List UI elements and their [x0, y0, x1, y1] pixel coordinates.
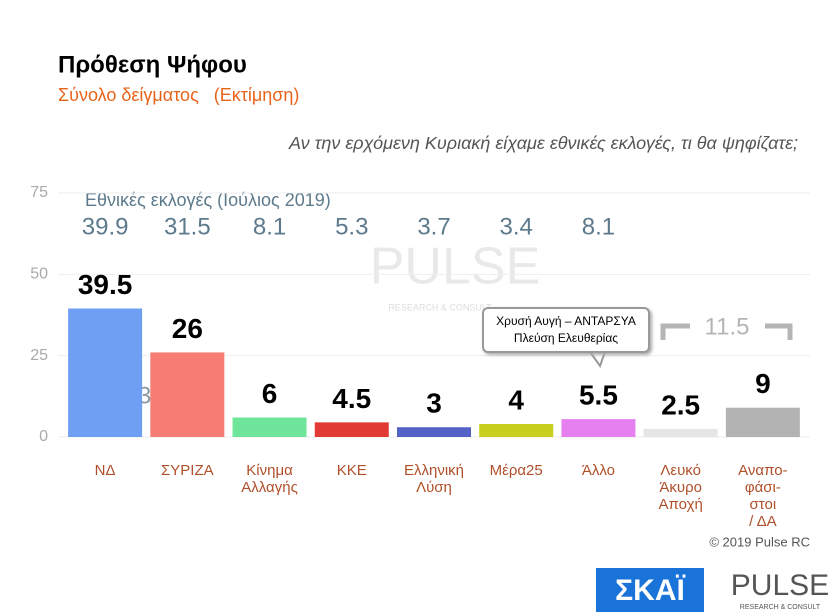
x-tick-label: Αναπο- φάσι- στοι / ΔΑ — [738, 462, 788, 530]
bracket — [660, 323, 793, 340]
skai-logo: ΣΚΑΪ — [615, 574, 685, 607]
bar — [479, 423, 554, 437]
x-tick-label: ΣΥΡΙΖΑ — [161, 462, 214, 479]
y-tick-label: 25 — [30, 347, 48, 364]
bar — [68, 308, 143, 437]
watermark: PULSE — [370, 238, 541, 296]
bar — [232, 417, 307, 437]
bar — [397, 427, 471, 437]
value-label: 4 — [508, 384, 524, 415]
pulse-logo-sub: RESEARCH & CONSULT — [740, 604, 821, 611]
value-label: 39.5 — [78, 269, 133, 300]
election-label: 39.9 — [82, 213, 129, 240]
election-label: 8.1 — [582, 213, 615, 240]
subtitle: Σύνολο δείγματος (Εκτίμηση) — [58, 85, 299, 105]
election-label: 5.3 — [335, 213, 368, 240]
election-label: 3.7 — [417, 213, 450, 240]
bar — [150, 352, 225, 437]
value-label: 3 — [426, 388, 442, 419]
pulse-logo: PULSE — [731, 569, 828, 602]
x-tick-label: ΚΚΕ — [336, 462, 367, 479]
x-tick-label: Ελληνική Λύση — [403, 462, 465, 496]
x-tick-label: Λευκό Άκυρο Αποχή — [658, 462, 703, 513]
copyright: © 2019 Pulse RC — [709, 534, 810, 549]
gap-annotation: 11.5 — [705, 313, 750, 340]
x-tick-label: Άλλο — [581, 462, 615, 479]
y-tick-label: 75 — [30, 184, 48, 201]
bar — [643, 428, 718, 437]
chart-title: Πρόθεση Ψήφου — [58, 51, 247, 78]
x-tick-label: ΝΔ — [94, 462, 116, 479]
election-label: 3.4 — [500, 213, 533, 240]
value-label: 26 — [172, 313, 203, 344]
skai-logo-bg — [596, 568, 704, 612]
value-label: 5.5 — [579, 379, 618, 410]
legend-label: Εθνικές εκλογές (Ιούλιος 2019) — [85, 190, 331, 210]
bar — [314, 422, 389, 437]
bar — [561, 419, 636, 437]
callout-pointer — [587, 348, 607, 369]
value-label: 2.5 — [661, 389, 700, 420]
x-tick-label: Μέρα25 — [489, 462, 543, 479]
x-tick-label: Κίνημα Αλλαγής — [241, 462, 298, 496]
value-label: 6 — [262, 378, 278, 409]
value-label: 9 — [755, 368, 771, 399]
election-label: 8.1 — [253, 213, 286, 240]
value-label: 4.5 — [332, 383, 371, 414]
watermark-sub: RESEARCH & CONSULT — [388, 302, 492, 312]
question: Αν την ερχόμενη Κυριακή είχαμε εθνικές ε… — [288, 133, 798, 153]
y-tick-label: 0 — [39, 428, 48, 445]
election-label: 31.5 — [164, 213, 211, 240]
bar — [725, 407, 800, 437]
callout: Χρυσή Αυγή – ΑΝΤΑΡΣΥΑ Πλεύση Ελευθερίας — [482, 307, 650, 353]
y-tick-label: 50 — [30, 266, 48, 283]
